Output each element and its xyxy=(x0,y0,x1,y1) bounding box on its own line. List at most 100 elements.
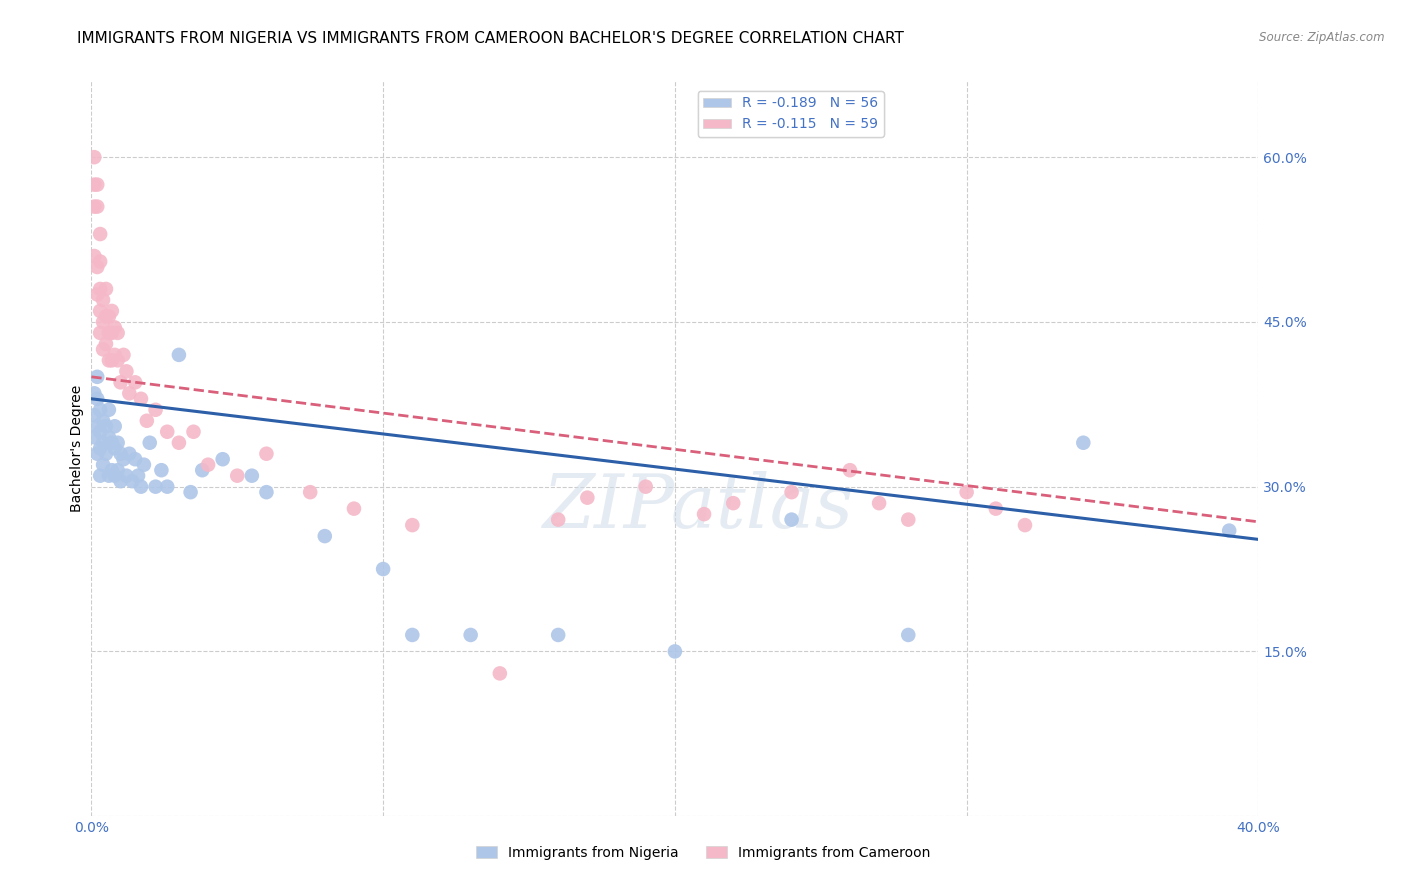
Point xyxy=(91,414,114,428)
Point xyxy=(299,485,322,500)
Point xyxy=(89,468,111,483)
Point xyxy=(94,419,117,434)
Point xyxy=(104,348,127,362)
Point xyxy=(226,468,249,483)
Point xyxy=(129,392,152,406)
Point xyxy=(89,304,111,318)
Point xyxy=(94,282,117,296)
Point xyxy=(1073,435,1095,450)
Point xyxy=(89,254,111,268)
Point xyxy=(780,485,803,500)
Point xyxy=(693,507,716,521)
Point xyxy=(156,425,179,439)
Point xyxy=(86,260,108,274)
Point xyxy=(89,326,111,340)
Point xyxy=(138,435,162,450)
Text: ZIPatlas: ZIPatlas xyxy=(543,471,853,543)
Text: Source: ZipAtlas.com: Source: ZipAtlas.com xyxy=(1260,31,1385,45)
Point xyxy=(547,513,569,527)
Point xyxy=(97,326,120,340)
Point xyxy=(145,480,167,494)
Point xyxy=(83,249,105,263)
Point xyxy=(124,376,146,390)
Point xyxy=(576,491,599,505)
Point xyxy=(83,430,105,444)
Point xyxy=(91,458,114,472)
Point xyxy=(1014,518,1036,533)
Point xyxy=(91,343,114,357)
Point xyxy=(460,628,482,642)
Point xyxy=(180,485,202,500)
Point xyxy=(97,310,120,324)
Point xyxy=(86,392,108,406)
Point xyxy=(254,447,277,461)
Point xyxy=(664,644,686,658)
Point xyxy=(118,386,141,401)
Point xyxy=(89,425,111,439)
Point xyxy=(97,430,120,444)
Point xyxy=(984,501,1007,516)
Point xyxy=(868,496,890,510)
Point xyxy=(150,463,173,477)
Point xyxy=(97,402,120,417)
Point xyxy=(89,282,111,296)
Point xyxy=(956,485,979,500)
Point xyxy=(780,513,803,527)
Point xyxy=(723,496,745,510)
Point xyxy=(94,337,117,351)
Point xyxy=(167,435,190,450)
Point xyxy=(83,150,105,164)
Point xyxy=(83,200,105,214)
Point xyxy=(89,227,111,241)
Point xyxy=(240,468,263,483)
Point xyxy=(89,402,111,417)
Point xyxy=(197,458,219,472)
Point xyxy=(110,474,132,488)
Point xyxy=(211,452,233,467)
Point xyxy=(86,419,108,434)
Point xyxy=(124,452,146,467)
Point xyxy=(1218,524,1240,538)
Legend: Immigrants from Nigeria, Immigrants from Cameroon: Immigrants from Nigeria, Immigrants from… xyxy=(470,840,936,865)
Point xyxy=(132,458,155,472)
Point xyxy=(112,452,135,467)
Point xyxy=(401,518,423,533)
Point xyxy=(101,326,124,340)
Point xyxy=(107,353,129,368)
Point xyxy=(254,485,277,500)
Point xyxy=(145,402,167,417)
Point xyxy=(112,348,135,362)
Point xyxy=(127,468,149,483)
Point xyxy=(547,628,569,642)
Point xyxy=(104,320,127,334)
Point xyxy=(314,529,336,543)
Point xyxy=(107,326,129,340)
Point xyxy=(107,463,129,477)
Point xyxy=(107,435,129,450)
Point xyxy=(83,178,105,192)
Point xyxy=(83,386,105,401)
Point xyxy=(118,447,141,461)
Point xyxy=(183,425,205,439)
Point xyxy=(167,348,190,362)
Point xyxy=(156,480,179,494)
Legend: R = -0.189   N = 56, R = -0.115   N = 59: R = -0.189 N = 56, R = -0.115 N = 59 xyxy=(697,91,884,137)
Point xyxy=(634,480,657,494)
Point xyxy=(101,435,124,450)
Point xyxy=(135,414,157,428)
Point xyxy=(86,200,108,214)
Point xyxy=(343,501,366,516)
Point xyxy=(101,304,124,318)
Point xyxy=(104,468,127,483)
Point xyxy=(101,353,124,368)
Point xyxy=(101,463,124,477)
Point xyxy=(104,419,127,434)
Point xyxy=(191,463,214,477)
Point xyxy=(371,562,394,576)
Point xyxy=(129,480,152,494)
Point xyxy=(86,369,108,384)
Point xyxy=(83,409,105,423)
Point xyxy=(104,442,127,455)
Text: IMMIGRANTS FROM NIGERIA VS IMMIGRANTS FROM CAMEROON BACHELOR'S DEGREE CORRELATIO: IMMIGRANTS FROM NIGERIA VS IMMIGRANTS FR… xyxy=(77,31,904,46)
Point xyxy=(91,435,114,450)
